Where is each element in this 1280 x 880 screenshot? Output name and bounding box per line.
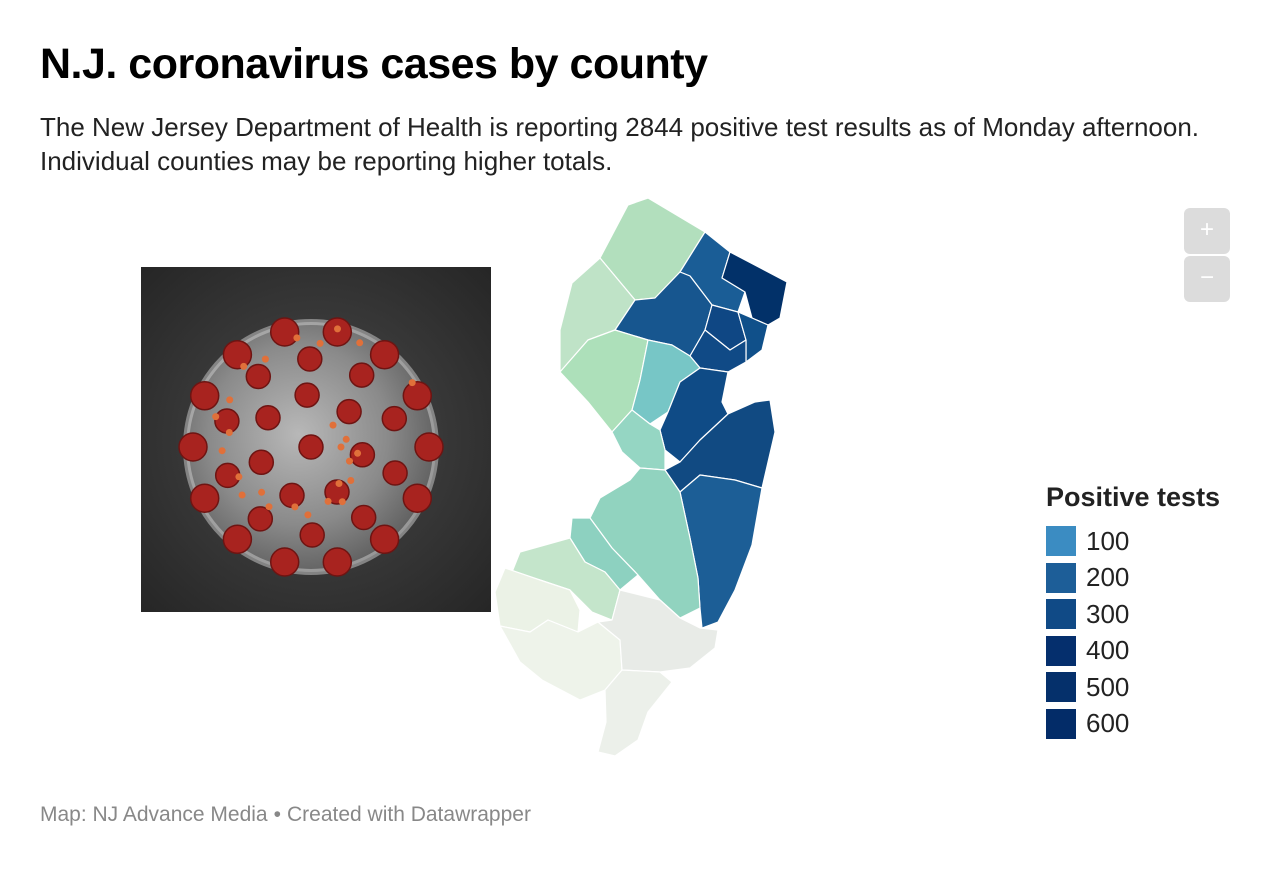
virus-dot: [240, 362, 248, 370]
virus-dot: [261, 355, 269, 363]
footer-source: Map: NJ Advance Media: [40, 803, 268, 826]
virus-spike: [294, 382, 320, 408]
virus-spike: [178, 432, 208, 462]
county-cumberland[interactable]: [499, 619, 623, 701]
coronavirus-image: [141, 267, 491, 612]
virus-spike: [245, 363, 272, 390]
virus-dot: [334, 325, 341, 333]
virus-dot: [347, 477, 355, 484]
legend-item: 400: [1046, 633, 1220, 670]
zoom-out-button[interactable]: −: [1184, 256, 1230, 302]
virus-spike: [381, 405, 408, 432]
virus-dot: [218, 447, 226, 455]
legend-label: 200: [1086, 562, 1130, 593]
legend-swatch: [1046, 526, 1076, 557]
virus-spike: [269, 547, 300, 577]
virus-spike: [298, 434, 324, 460]
legend-title: Positive tests: [1046, 482, 1221, 512]
virus-dot: [235, 473, 243, 481]
legend-item: 600: [1046, 706, 1220, 743]
virus-spike: [189, 381, 220, 411]
legend-swatch: [1046, 599, 1076, 630]
legend-swatch: [1046, 562, 1076, 593]
legend-item: 100: [1046, 523, 1220, 560]
virus-spike: [369, 339, 400, 370]
virus-dot: [316, 339, 324, 347]
legend: Positive tests 100 200 300 400 500 600: [1046, 482, 1220, 742]
map-subtitle: The New Jersey Department of Health is r…: [40, 112, 1200, 176]
legend-label: 600: [1086, 708, 1130, 739]
virus-dot: [212, 413, 220, 421]
virus-dot: [293, 334, 301, 342]
virus-spike: [402, 381, 433, 411]
virus-spike: [247, 506, 274, 532]
county-mercer[interactable]: [611, 409, 666, 471]
virus-spike: [255, 404, 281, 431]
legend-item: 300: [1046, 596, 1220, 633]
virus-dot: [338, 498, 346, 506]
virus-dot: [342, 435, 350, 443]
virus-dot: [324, 497, 332, 505]
virus-dot: [226, 396, 234, 404]
legend-swatch: [1046, 635, 1076, 666]
footer-separator: •: [273, 803, 281, 826]
virus-spike: [214, 408, 240, 434]
virus-dot: [329, 421, 337, 429]
virus-dot: [408, 379, 416, 387]
legend-swatch: [1046, 708, 1076, 739]
virus-dot: [304, 511, 312, 519]
virus-spike: [269, 317, 300, 347]
county-capemay[interactable]: [597, 669, 673, 757]
virus-spike: [324, 479, 350, 505]
legend-label: 100: [1086, 525, 1130, 556]
virus-spike: [297, 346, 323, 372]
legend-label: 300: [1086, 598, 1130, 629]
virus-spike: [414, 432, 444, 462]
virus-dot: [225, 429, 233, 436]
footer: Map: NJ Advance Media • Created with Dataw…: [40, 803, 531, 827]
virus-dot: [335, 480, 343, 487]
virus-dot: [238, 491, 246, 499]
virus-spike: [350, 504, 377, 531]
virus-spike: [369, 524, 400, 555]
legend-label: 400: [1086, 635, 1130, 666]
virus-spike: [248, 449, 275, 476]
virus-spike: [402, 483, 433, 513]
virus-dot: [258, 488, 266, 496]
virus-spike: [322, 547, 353, 577]
virus-dot: [354, 449, 362, 457]
map-title: N.J. coronavirus cases by county: [40, 40, 708, 88]
nj-county-map: [494, 197, 788, 757]
legend-swatch: [1046, 672, 1076, 703]
county-burlington[interactable]: [589, 467, 701, 619]
zoom-in-button[interactable]: +: [1184, 208, 1230, 254]
virus-spike: [222, 339, 253, 370]
virus-spike: [349, 442, 376, 468]
virus-dot: [337, 443, 345, 451]
legend-label: 500: [1086, 671, 1130, 702]
map-area: [0, 190, 1280, 780]
legend-item: 200: [1046, 560, 1220, 597]
virus-spike: [279, 482, 305, 509]
virus-spike: [299, 522, 325, 548]
virus-spike: [222, 524, 253, 555]
virus-spike: [189, 483, 220, 513]
footer-credit: Created with Datawrapper: [286, 803, 531, 826]
virus-spike: [336, 398, 362, 425]
virus-spike: [348, 362, 375, 388]
virus-spike: [382, 460, 408, 486]
virus-dot: [356, 339, 364, 347]
virus-dot: [291, 503, 299, 511]
legend-item: 500: [1046, 669, 1220, 706]
virus-dot: [265, 503, 273, 511]
virus-dot: [346, 457, 353, 465]
